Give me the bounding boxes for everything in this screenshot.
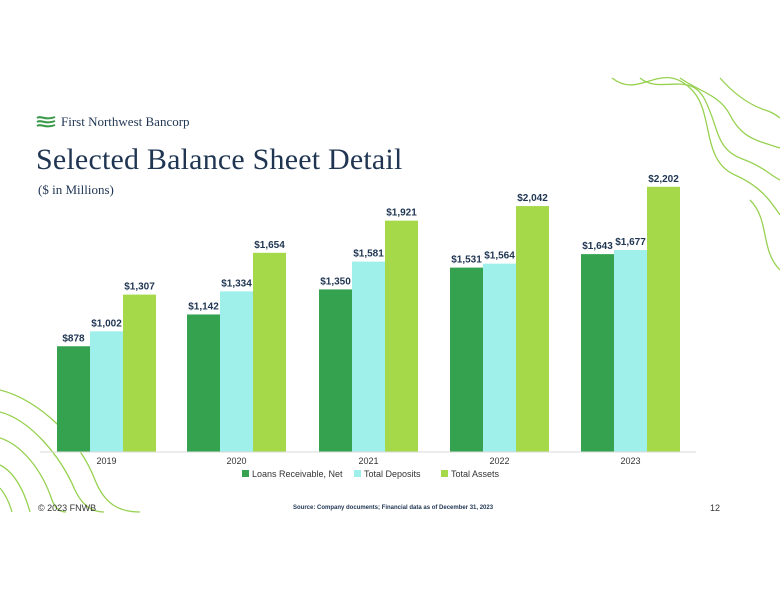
legend-swatch-total-deposits xyxy=(354,470,361,477)
data-label-loans-receivable-net-2023: $1,643 xyxy=(582,241,613,252)
x-tick-labels: 2019 2020 2021 2022 2023 xyxy=(96,456,640,466)
contour-line-bottom-left-4 xyxy=(0,464,31,513)
data-label-total-assets-2019: $1,307 xyxy=(124,282,155,293)
data-label-loans-receivable-net-2021: $1,350 xyxy=(320,276,351,287)
contour-line-top-right-4 xyxy=(719,77,780,119)
contour-line-top-right-2 xyxy=(639,77,780,181)
data-label-total-deposits-2020: $1,334 xyxy=(221,278,252,289)
data-label-loans-receivable-net-2019: $878 xyxy=(62,333,85,344)
legend-label-total-deposits: Total Deposits xyxy=(364,469,421,479)
bar-total-deposits-2021 xyxy=(352,261,385,452)
x-tick-2023: 2023 xyxy=(620,456,640,466)
data-label-total-deposits-2021: $1,581 xyxy=(353,249,384,260)
contour-line-bottom-left-3 xyxy=(0,437,67,513)
contour-line-bottom-left-5 xyxy=(0,487,13,513)
contour-line-right-edge xyxy=(749,199,780,271)
data-label-loans-receivable-net-2020: $1,142 xyxy=(188,301,219,312)
copyright-text: © 2023 FNWB xyxy=(38,503,97,513)
data-label-total-assets-2023: $2,202 xyxy=(648,174,679,185)
legend-label-loans-receivable-net: Loans Receivable, Net xyxy=(252,469,343,479)
bar-total-assets-2020 xyxy=(253,252,286,452)
contour-line-top-right-3 xyxy=(679,77,780,149)
data-label-total-deposits-2022: $1,564 xyxy=(484,251,515,262)
x-tick-2021: 2021 xyxy=(358,456,378,466)
bar-loans-receivable-net-2021 xyxy=(319,289,352,452)
data-label-total-assets-2022: $2,042 xyxy=(517,193,548,204)
bar-total-assets-2022 xyxy=(516,206,549,452)
bar-total-assets-2019 xyxy=(123,294,156,452)
bar-loans-receivable-net-2019 xyxy=(57,346,90,452)
legend-label-total-assets: Total Assets xyxy=(451,469,500,479)
brand-logo: First Northwest Bancorp xyxy=(36,114,190,130)
data-label-total-assets-2021: $1,921 xyxy=(386,208,417,219)
data-label-total-assets-2020: $1,654 xyxy=(254,240,285,251)
contour-line-bottom-left-2 xyxy=(0,411,105,513)
page-number: 12 xyxy=(710,503,721,513)
chart-legend: Loans Receivable, Net Total Deposits Total… xyxy=(242,469,500,479)
bar-loans-receivable-net-2022 xyxy=(450,267,483,452)
bar-total-deposits-2020 xyxy=(220,291,253,452)
bar-loans-receivable-net-2020 xyxy=(187,314,220,452)
x-tick-2020: 2020 xyxy=(226,456,246,466)
data-label-total-deposits-2019: $1,002 xyxy=(91,318,122,329)
bar-group xyxy=(57,186,680,452)
data-label-total-deposits-2023: $1,677 xyxy=(615,237,646,248)
data-label-loans-receivable-net-2022: $1,531 xyxy=(451,255,482,266)
bar-total-deposits-2023 xyxy=(614,250,647,452)
wave-logo-icon xyxy=(36,116,56,128)
bar-loans-receivable-net-2023 xyxy=(581,254,614,452)
legend-swatch-loans-receivable-net xyxy=(242,470,249,477)
brand-name: First Northwest Bancorp xyxy=(61,114,190,129)
x-tick-2022: 2022 xyxy=(489,456,509,466)
data-label-group: $878 $1,002 $1,307 $1,142 $1,334 $1,654 $1,350… xyxy=(62,174,679,344)
bar-total-deposits-2022 xyxy=(483,263,516,452)
bar-total-assets-2023 xyxy=(647,186,680,452)
contour-line-bottom-left-1 xyxy=(0,389,141,513)
x-tick-2019: 2019 xyxy=(96,456,116,466)
page-title: Selected Balance Sheet Detail xyxy=(36,143,403,176)
source-note: Source: Company documents; Financial dat… xyxy=(293,505,494,511)
page-subtitle: ($ in Millions) xyxy=(38,182,114,197)
bar-total-assets-2021 xyxy=(385,220,418,452)
legend-swatch-total-assets xyxy=(441,470,448,477)
bar-total-deposits-2019 xyxy=(90,331,123,452)
